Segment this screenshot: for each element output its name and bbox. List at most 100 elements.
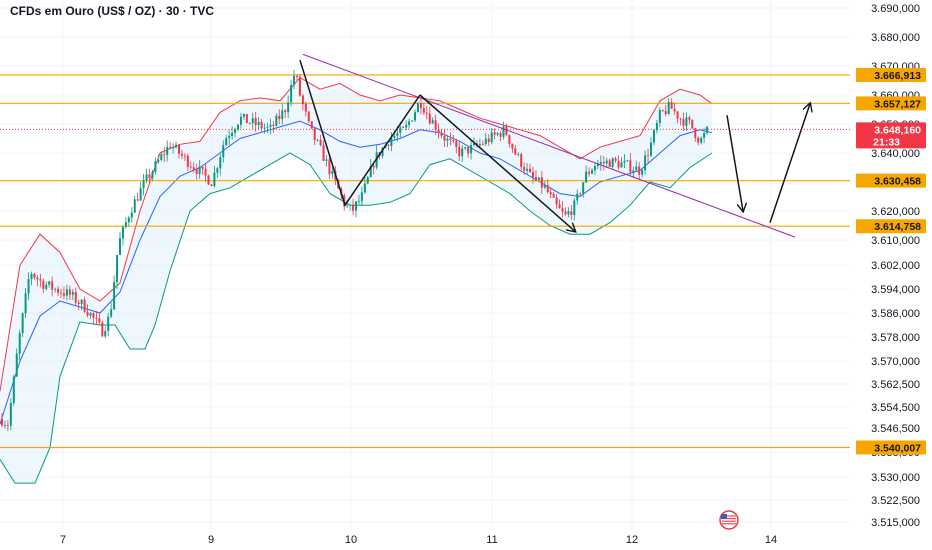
candle-body — [570, 211, 573, 215]
time-tick-label: 11 — [486, 534, 497, 546]
candle-body — [511, 144, 514, 149]
candle-body — [169, 146, 172, 148]
horizontal-levels[interactable] — [0, 74, 850, 449]
candle-body — [110, 309, 113, 317]
candle-body — [585, 171, 588, 183]
candle-body — [532, 171, 534, 178]
projection-arrow[interactable] — [769, 104, 810, 223]
candle-body — [493, 132, 496, 135]
candle-body — [9, 403, 12, 426]
candle-body — [658, 110, 661, 123]
candle-body — [51, 281, 54, 290]
candle-body — [207, 175, 210, 185]
candle-body — [290, 84, 293, 103]
candle-body — [213, 172, 216, 187]
candle-body — [588, 171, 591, 174]
candle-body — [278, 115, 281, 120]
candle-body — [242, 113, 245, 117]
candle-body — [369, 165, 372, 178]
candle-body — [219, 157, 222, 169]
zigzag-arrow[interactable] — [419, 94, 575, 231]
level-price-tag — [856, 67, 926, 82]
candle-body — [6, 425, 9, 426]
candle-body — [422, 108, 425, 113]
last-price-label: 3.648,160 — [874, 124, 921, 136]
candle-body — [440, 132, 443, 136]
candle-body — [414, 112, 416, 121]
candle-body — [490, 132, 493, 143]
candle-body — [411, 120, 414, 122]
drawings[interactable] — [299, 53, 810, 238]
price-tick-label: 3.690,000 — [871, 3, 920, 15]
candles — [1, 69, 709, 432]
candle-body — [650, 142, 652, 156]
candle-body — [455, 141, 458, 147]
price-axis[interactable]: 3.690,0003.680,0003.670,0003.660,0003.65… — [850, 0, 932, 550]
candle-body — [555, 197, 558, 205]
candle-body — [599, 162, 602, 164]
trendline[interactable] — [302, 53, 796, 238]
candle-body — [101, 322, 104, 337]
candle-body — [679, 118, 682, 120]
candle-body — [298, 76, 301, 96]
candle-body — [275, 115, 278, 126]
candle-body — [281, 110, 284, 120]
candle-body — [86, 311, 89, 316]
price-tick-label: 3.515,000 — [871, 517, 920, 529]
candle-body — [573, 200, 576, 215]
candle-body — [98, 318, 101, 323]
candle-body — [27, 279, 30, 294]
candle-body — [225, 138, 228, 146]
zigzag-pattern[interactable] — [299, 59, 421, 207]
price-tick-label: 3.578,000 — [871, 332, 920, 344]
candle-body — [80, 299, 83, 304]
candle-body — [623, 160, 626, 163]
candle-body — [257, 121, 260, 126]
candle-body — [192, 167, 195, 170]
candle-body — [632, 170, 635, 173]
candle-body — [635, 166, 638, 171]
candle-body — [473, 143, 475, 146]
candle-body — [328, 159, 331, 174]
candle-body — [74, 291, 77, 303]
candle-body — [195, 169, 198, 174]
candle-body — [564, 211, 567, 215]
candle-body — [655, 122, 658, 131]
candle-body — [667, 101, 670, 114]
candle-body — [352, 204, 355, 211]
candle-body — [119, 238, 121, 255]
candle-body — [313, 128, 316, 141]
candle-body — [546, 185, 549, 193]
candle-body — [68, 289, 71, 295]
candle-body — [254, 118, 257, 126]
candle-body — [593, 166, 596, 171]
candle-body — [183, 155, 186, 157]
us-flag-icon[interactable] — [719, 510, 739, 530]
candle-body — [175, 144, 178, 148]
price-tick-label: 3.620,000 — [871, 206, 920, 218]
candle-body — [133, 199, 136, 213]
candle-body — [216, 168, 219, 173]
candle-body — [36, 277, 39, 280]
candle-body — [245, 113, 248, 124]
candle-body — [251, 118, 254, 123]
candle-body — [166, 146, 169, 155]
price-tick-label: 3.602,000 — [871, 260, 920, 272]
candle-body — [77, 302, 80, 304]
candle-body — [396, 132, 399, 136]
projection-arrow[interactable] — [726, 115, 743, 211]
candle-body — [540, 177, 543, 188]
candle-body — [331, 170, 334, 174]
candle-body — [160, 154, 163, 160]
candle-body — [405, 124, 408, 128]
price-tick-label: 3.610,000 — [871, 235, 920, 247]
time-axis[interactable]: 7 9 10 11 12 14 — [60, 534, 777, 546]
candle-body — [529, 168, 532, 172]
candle-body — [201, 166, 204, 169]
candle-body — [419, 103, 422, 109]
candle-body — [464, 147, 467, 149]
candle-body — [567, 211, 570, 215]
candle-body — [691, 119, 694, 129]
candle-body — [505, 126, 508, 135]
